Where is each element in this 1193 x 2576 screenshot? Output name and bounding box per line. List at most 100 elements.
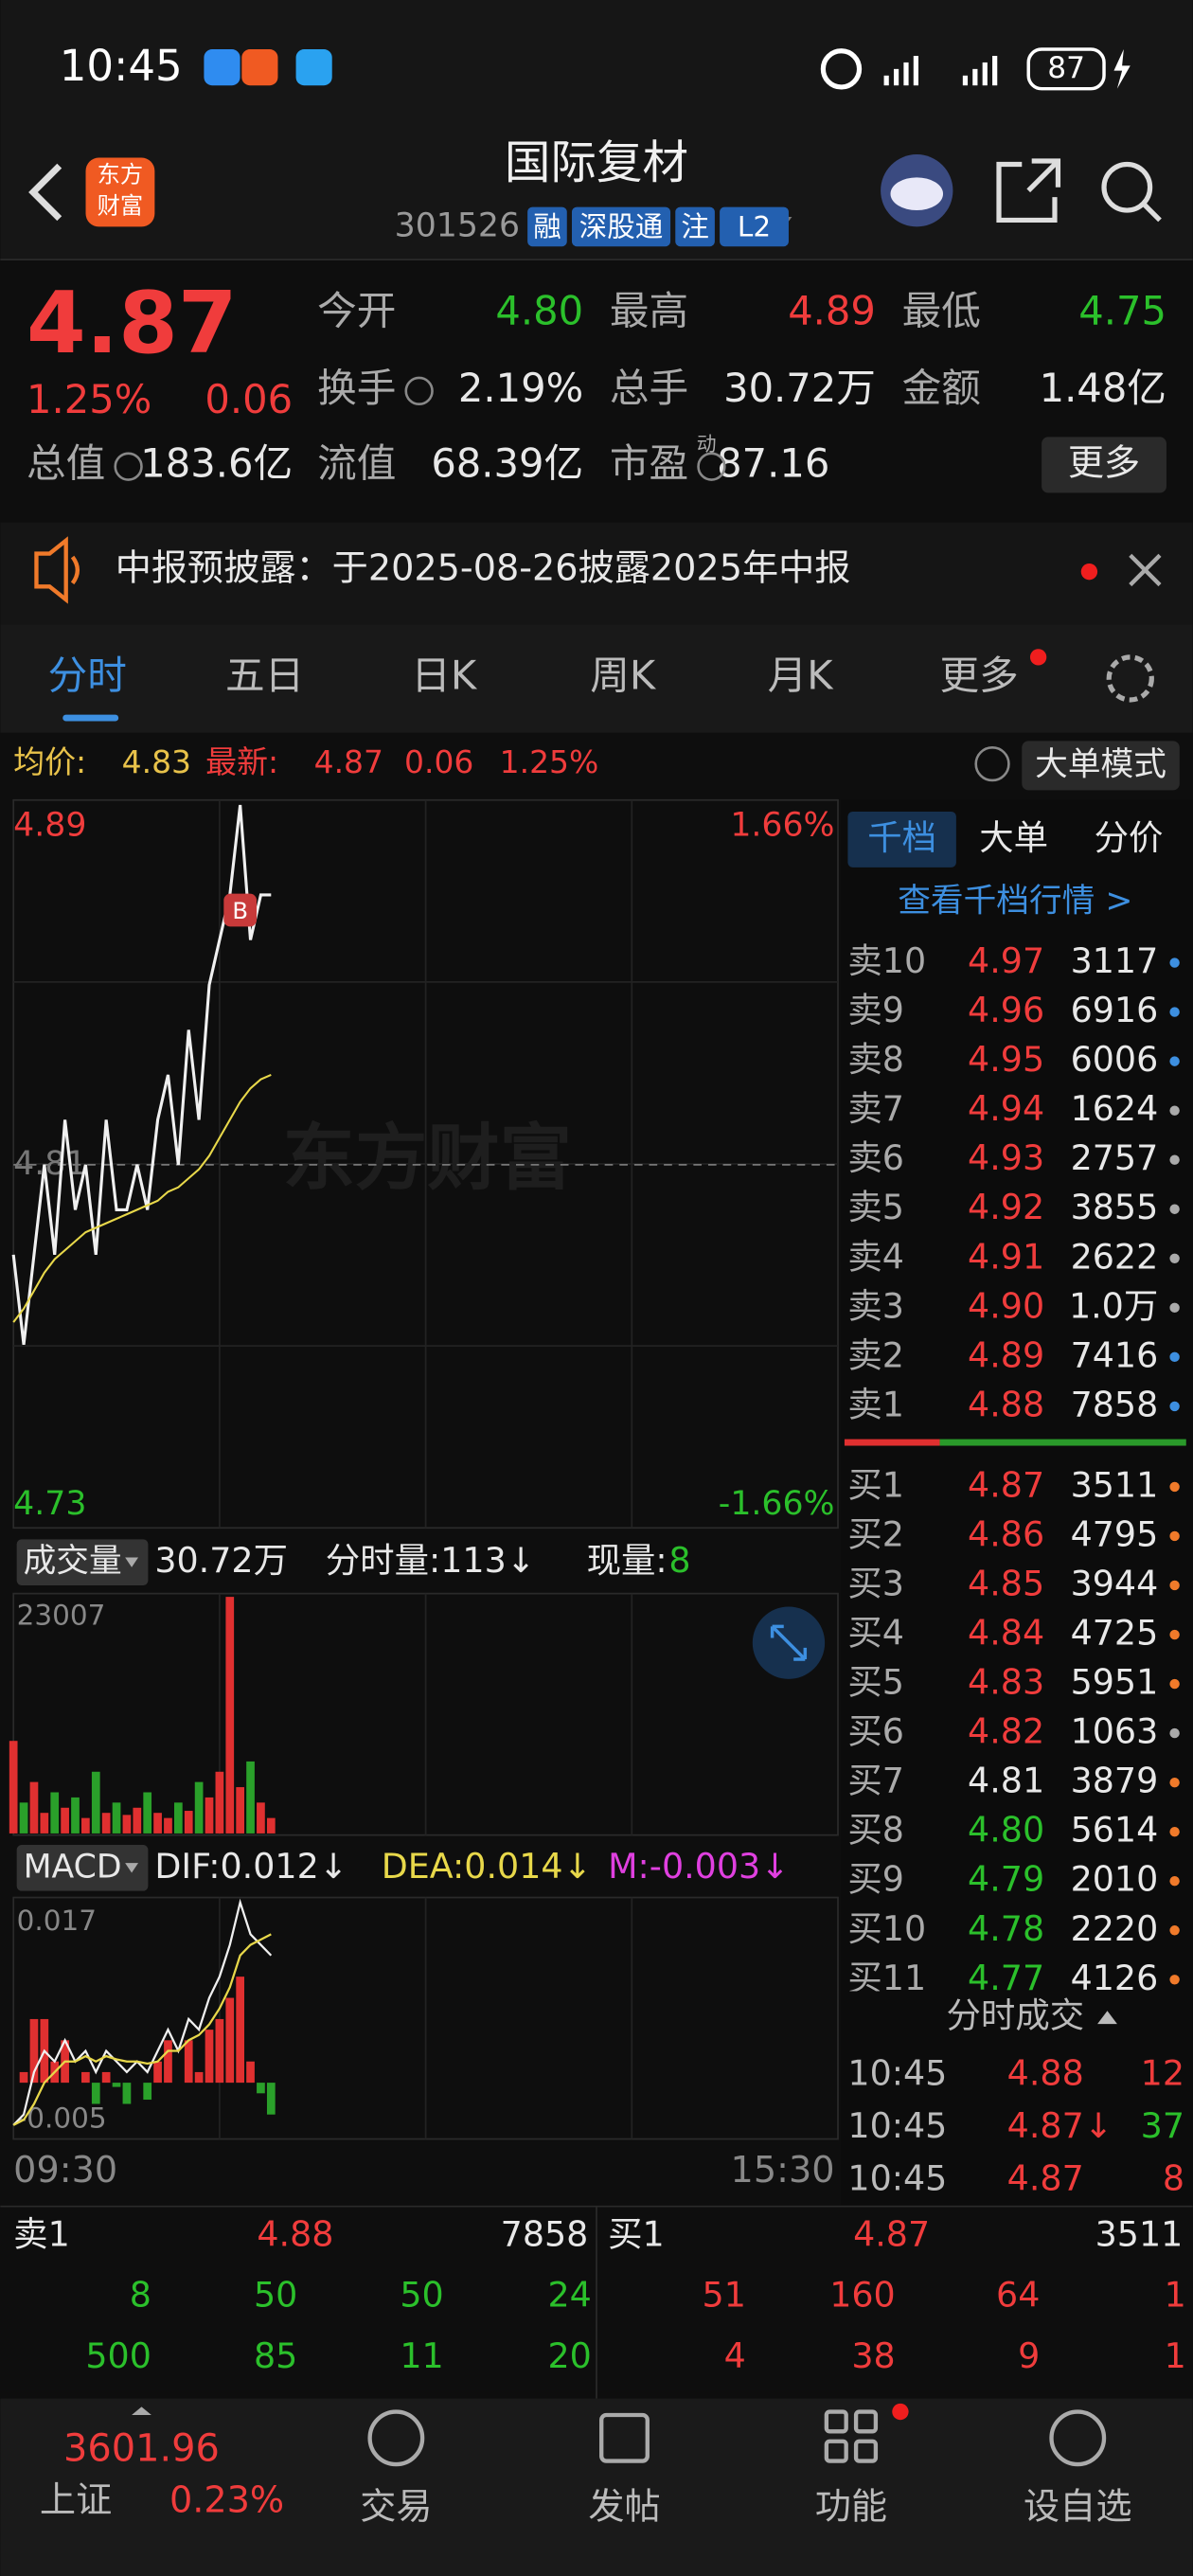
book-dot <box>1169 1351 1180 1363</box>
volume-bar <box>184 1811 193 1834</box>
series-line <box>12 1073 272 1323</box>
book-link[interactable]: 查看千档行情 > <box>898 882 1132 920</box>
book-tab[interactable]: 分价 <box>1095 817 1164 858</box>
book-volume: 1.0万 <box>1069 1285 1158 1326</box>
settings-button[interactable] <box>1106 654 1154 703</box>
book-level: 卖8 <box>847 1039 904 1080</box>
book-dot <box>1169 1580 1180 1591</box>
book-level: 卖5 <box>847 1187 904 1227</box>
nav-dot <box>892 2403 909 2421</box>
book-dot <box>1169 1975 1180 1985</box>
trade-volume: 12 <box>1141 2052 1184 2093</box>
trade-marker-text: B <box>232 897 248 924</box>
mode-label: 大单模式 <box>1035 745 1166 783</box>
queue-order: 51 <box>703 2275 746 2316</box>
book-price: 4.85 <box>968 1563 1044 1603</box>
back-button[interactable] <box>28 163 62 222</box>
book-dot <box>1169 1777 1180 1788</box>
volume-bar <box>112 1802 121 1834</box>
volume-bar <box>61 1807 69 1834</box>
help-icon[interactable] <box>974 745 1010 782</box>
volume-selector[interactable] <box>16 1539 149 1585</box>
macd-bar <box>81 2071 90 2084</box>
watermark: 东方财富 <box>283 1116 572 1200</box>
queue-order: 38 <box>851 2335 895 2376</box>
tab[interactable]: 月K <box>768 652 835 698</box>
x-tick-label: 15:30 <box>731 2149 835 2191</box>
volume-bar <box>19 1802 28 1834</box>
book-price: 4.91 <box>968 1236 1044 1277</box>
share-button[interactable] <box>996 158 1061 224</box>
volume-bar <box>266 1817 276 1834</box>
nav-item[interactable]: 功能 <box>815 2485 887 2527</box>
book-level: 买8 <box>847 1810 904 1851</box>
book-price: 4.88 <box>968 1384 1044 1424</box>
macd-label: MACD <box>24 1848 122 1886</box>
field-value: 2.19% <box>458 365 583 411</box>
tab[interactable]: 日K <box>411 652 478 698</box>
book-volume: 7416 <box>1071 1334 1159 1375</box>
notice-text: 中报预披露：于2025-08-26披露2025年中报 <box>116 546 851 588</box>
macd-selector[interactable] <box>16 1845 149 1891</box>
trade-price: 4.88 <box>1007 2052 1084 2093</box>
volume-tick: 分时量:113↓ <box>326 1540 535 1581</box>
volume-bar <box>257 1802 265 1834</box>
queue-order: 11 <box>400 2335 443 2376</box>
field-value: 4.80 <box>495 287 583 333</box>
macd-tick: -0.005 <box>17 2102 107 2134</box>
book-tab[interactable]: 大单 <box>979 817 1048 858</box>
field-value: 4.75 <box>1078 287 1166 333</box>
tab[interactable]: 周K <box>590 652 657 698</box>
nav-bg <box>0 2398 1193 2576</box>
book-price: 4.80 <box>968 1810 1044 1851</box>
book-volume: 7858 <box>1071 1384 1159 1424</box>
book-price: 4.97 <box>968 940 1044 981</box>
book-tab[interactable]: 千档 <box>867 817 936 858</box>
volume-bar <box>122 1815 132 1834</box>
search-button[interactable] <box>1101 161 1153 213</box>
trade-marker <box>223 893 258 927</box>
book-dot <box>1169 1253 1180 1263</box>
more-label: 更多 <box>1068 441 1140 483</box>
book-volume: 3511 <box>1071 1464 1159 1505</box>
tab[interactable]: 五日 <box>225 652 304 698</box>
trade-time: 10:45 <box>847 2157 947 2198</box>
book-level: 卖10 <box>847 940 926 981</box>
queue-order: 24 <box>547 2275 591 2316</box>
status-time: 10:45 <box>60 41 183 91</box>
alarm-icon <box>820 48 863 90</box>
tab[interactable]: 分时 <box>48 652 127 698</box>
field-label: 金额 <box>902 365 981 411</box>
macd-bar <box>266 2083 276 2115</box>
pct-label: 1.66% <box>730 807 834 845</box>
notice-bg <box>0 522 1193 625</box>
book-bg <box>841 799 1193 2207</box>
tag <box>571 206 671 247</box>
tab[interactable]: 更多 <box>940 652 1019 698</box>
volume-bar <box>164 1817 172 1834</box>
latest-pct: 1.25% <box>500 743 599 780</box>
field-value: 1.48亿 <box>1040 365 1166 411</box>
book-level: 买4 <box>847 1613 904 1654</box>
field-label: 今开 <box>317 287 396 333</box>
logo-text: 东方 <box>98 161 144 188</box>
book-volume: 6916 <box>1071 990 1159 1030</box>
book-dot <box>1169 1204 1180 1214</box>
more-button[interactable] <box>1042 437 1166 493</box>
mode-button[interactable] <box>1022 741 1180 791</box>
volume-bar <box>215 1771 224 1834</box>
book-price: 4.86 <box>968 1513 1044 1554</box>
y-tick-label: 4.81 <box>13 1145 86 1183</box>
dropdown-arrow <box>125 1863 139 1873</box>
book-price: 4.82 <box>968 1711 1044 1752</box>
field-label: 最高 <box>610 287 688 333</box>
book-level: 买3 <box>847 1563 904 1603</box>
x-tick-label: 09:30 <box>13 2149 117 2191</box>
nav-item[interactable]: 发帖 <box>588 2485 660 2527</box>
book-level: 卖1 <box>847 1384 904 1424</box>
close-button[interactable] <box>1129 553 1162 587</box>
nav-item[interactable]: 交易 <box>360 2485 432 2527</box>
nav-item[interactable]: 设自选 <box>1024 2485 1131 2527</box>
field-label: 总手 <box>610 365 688 411</box>
book-price: 4.92 <box>968 1187 1044 1227</box>
